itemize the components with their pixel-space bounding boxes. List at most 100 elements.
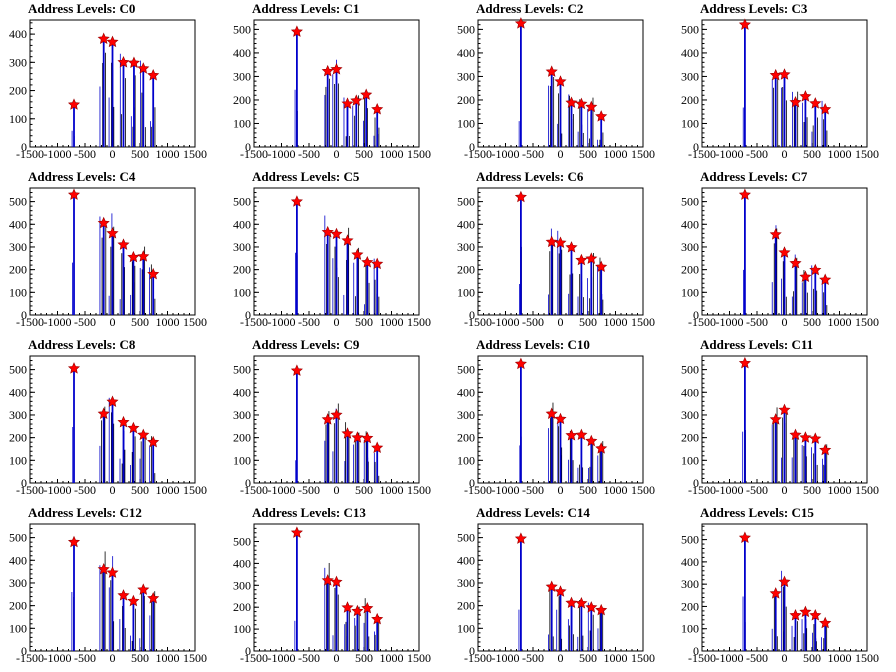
y-tick-label: 100 xyxy=(457,285,475,299)
peak-marker xyxy=(809,609,822,621)
x-tick-label: -1000 xyxy=(492,651,520,665)
chart-svg: Address Levels: C70100200300400500-1500-… xyxy=(681,169,879,329)
x-tick-label: -500 xyxy=(746,147,768,161)
x-tick-label: -1000 xyxy=(492,483,520,497)
x-tick-label: -500 xyxy=(522,315,544,329)
chart-title: Address Levels: C13 xyxy=(252,505,366,520)
x-tick-label: -1500 xyxy=(240,315,268,329)
x-tick-label: 0 xyxy=(334,483,340,497)
x-tick-label: 1500 xyxy=(631,651,655,665)
chart-panel: Address Levels: C10 0 100 200 300 400 500 -1500… xyxy=(448,336,672,504)
y-tick-label: 100 xyxy=(457,453,475,467)
y-tick-label: 300 xyxy=(9,55,27,69)
peak-marker xyxy=(371,612,384,625)
y-tick-label: 0 xyxy=(21,308,27,322)
peak-marker xyxy=(565,596,578,609)
chart-svg: Address Levels: C12 0 100 200 300 400 500 -1500… xyxy=(9,505,207,665)
chart-panel: Address Levels: C4 0 100 200 300 400 500 -1500-… xyxy=(0,168,224,336)
x-tick-label: 1000 xyxy=(828,315,852,329)
y-tick-label: 0 xyxy=(469,140,475,154)
y-tick-label: 500 xyxy=(233,195,251,209)
y-tick-label: 300 xyxy=(681,577,699,591)
peak-marker xyxy=(545,235,558,248)
chart-svg: Address Levels: C30100200300400500-1500-… xyxy=(681,1,879,161)
chart-svg: Address Levels: C80100200300400500-1500-… xyxy=(9,337,207,497)
x-tick-label: 0 xyxy=(782,147,788,161)
x-tick-label: -1000 xyxy=(44,147,72,161)
y-tick-label: 500 xyxy=(457,22,475,36)
chart-title: Address Levels: C3 xyxy=(700,1,808,16)
chart-svg: Address Levels: C14 0 100 200 300 400 500 -1500… xyxy=(457,505,655,665)
peak-marker xyxy=(738,188,751,200)
y-tick-label: 100 xyxy=(457,116,475,130)
chart-title: Address Levels: C15 xyxy=(700,505,814,520)
peak-marker xyxy=(321,574,334,586)
chart-title: Address Levels: C6 xyxy=(476,169,584,184)
peak-marker xyxy=(117,415,130,428)
y-tick-label: 500 xyxy=(233,535,251,549)
peak-marker xyxy=(67,362,81,374)
x-tick-label: 1000 xyxy=(380,651,404,665)
chart-title: Address Levels: C12 xyxy=(28,505,142,520)
x-tick-label: -500 xyxy=(522,483,544,497)
x-tick-label: 500 xyxy=(579,651,597,665)
peak-marker xyxy=(67,98,81,110)
peak-marker xyxy=(137,428,150,441)
peak-marker xyxy=(371,257,384,270)
x-tick-label: -1000 xyxy=(716,651,744,665)
x-tick-label: 1000 xyxy=(828,651,852,665)
x-tick-label: 1500 xyxy=(183,147,207,161)
chart-svg: Address Levels: C40100200300400500-1500-… xyxy=(9,169,207,329)
y-tick-label: 200 xyxy=(9,263,27,277)
y-tick-label: 100 xyxy=(681,453,699,467)
peak-marker xyxy=(106,227,119,239)
peak-marker xyxy=(554,236,567,249)
peak-marker xyxy=(67,188,81,200)
y-tick-label: 200 xyxy=(233,93,251,107)
y-tick-label: 0 xyxy=(693,308,699,322)
y-tick-label: 200 xyxy=(681,431,699,445)
peak-marker xyxy=(738,356,751,369)
peak-marker xyxy=(554,585,567,597)
y-tick-label: 0 xyxy=(469,644,475,658)
y-tick-label: 200 xyxy=(457,263,475,277)
y-tick-label: 100 xyxy=(681,116,699,130)
peak-marker xyxy=(738,18,751,30)
y-tick-label: 0 xyxy=(469,476,475,490)
chart-panel: Address Levels: C15 0 100 200 300 400 500 -1500… xyxy=(672,504,896,672)
y-tick-label: 100 xyxy=(457,621,475,635)
y-tick-label: 0 xyxy=(245,476,251,490)
x-tick-label: -500 xyxy=(522,651,544,665)
x-tick-label: 1500 xyxy=(631,483,655,497)
peak-marker xyxy=(341,601,354,613)
peak-marker xyxy=(514,532,527,544)
y-tick-label: 300 xyxy=(9,408,27,422)
x-tick-label: 1500 xyxy=(183,651,207,665)
chart-panel: Address Levels: C7 0 100 200 300 400 500 -1500-… xyxy=(672,168,896,336)
y-tick-label: 500 xyxy=(9,363,27,377)
x-tick-label: 500 xyxy=(131,483,149,497)
peak-marker xyxy=(778,246,791,258)
y-tick-label: 100 xyxy=(681,285,699,299)
y-tick-label: 500 xyxy=(9,195,27,209)
y-tick-label: 200 xyxy=(9,431,27,445)
x-tick-label: 500 xyxy=(803,147,821,161)
chart-svg: Address Levels: C10100200300400500-1500-… xyxy=(233,1,431,161)
x-tick-label: 1500 xyxy=(183,483,207,497)
x-tick-label: 1500 xyxy=(183,315,207,329)
x-tick-label: -1000 xyxy=(716,483,744,497)
x-tick-label: 500 xyxy=(355,483,373,497)
x-tick-label: -500 xyxy=(74,315,96,329)
y-tick-label: 500 xyxy=(457,531,475,545)
y-tick-label: 500 xyxy=(457,363,475,377)
peak-marker xyxy=(778,403,791,416)
peak-marker xyxy=(554,75,567,87)
peak-marker xyxy=(147,435,160,448)
y-tick-label: 200 xyxy=(233,431,251,445)
x-tick-label: -1500 xyxy=(688,147,716,161)
y-tick-label: 400 xyxy=(457,553,475,567)
y-tick-label: 0 xyxy=(245,308,251,322)
peak-marker xyxy=(127,594,140,607)
y-tick-label: 400 xyxy=(681,46,699,60)
